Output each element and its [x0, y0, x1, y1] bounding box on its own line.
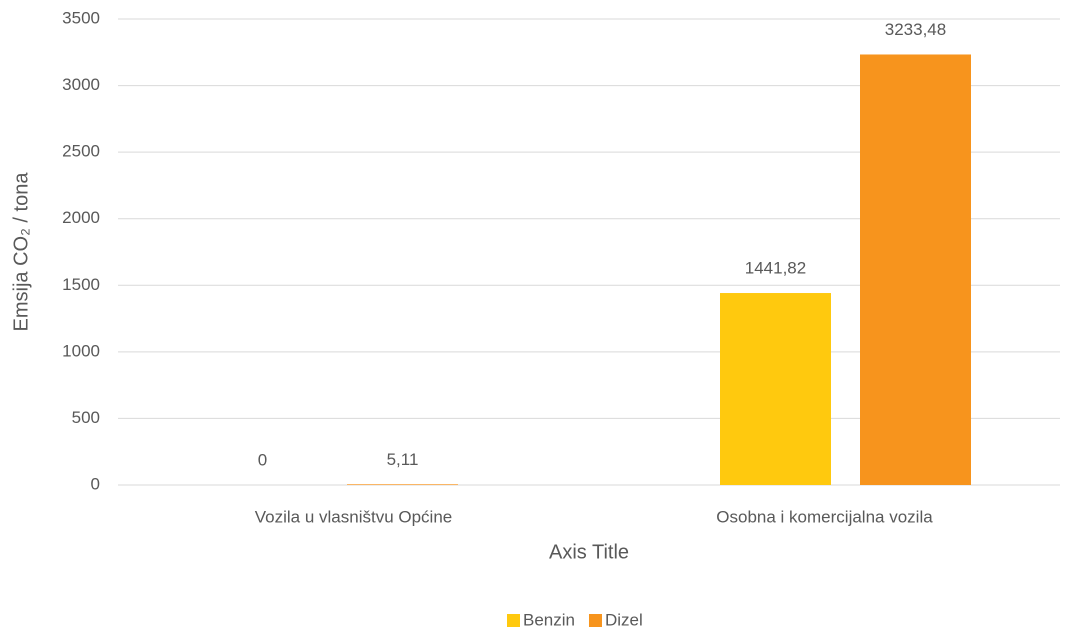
legend-swatch	[588, 614, 602, 627]
y-tick-label: 500	[72, 408, 100, 427]
x-axis-title: Axis Title	[549, 541, 629, 563]
bar	[720, 293, 831, 485]
data-label: 1441,82	[745, 259, 806, 278]
legend-label: Benzin	[523, 610, 575, 629]
y-tick-label: 1000	[62, 341, 100, 360]
y-tick-label: 3500	[62, 8, 100, 27]
data-label: 5,11	[387, 450, 419, 469]
y-tick-label: 3000	[62, 75, 100, 94]
legend-label: Dizel	[605, 610, 643, 629]
y-tick-label: 1500	[62, 275, 100, 294]
data-label: 3233,48	[885, 20, 946, 39]
y-tick-label: 0	[91, 474, 100, 493]
bar	[860, 54, 971, 486]
legend-swatch	[507, 614, 520, 627]
bar	[347, 484, 458, 485]
y-tick-label: 2500	[62, 142, 100, 161]
x-tick-label: Osobna i komercijalna vozila	[716, 507, 933, 526]
y-axis-title: Emsija CO₂ / tona	[10, 172, 32, 332]
x-tick-label: Vozila u vlasništvu Općine	[255, 507, 453, 526]
data-label: 0	[258, 450, 267, 469]
y-tick-label: 2000	[62, 208, 100, 227]
